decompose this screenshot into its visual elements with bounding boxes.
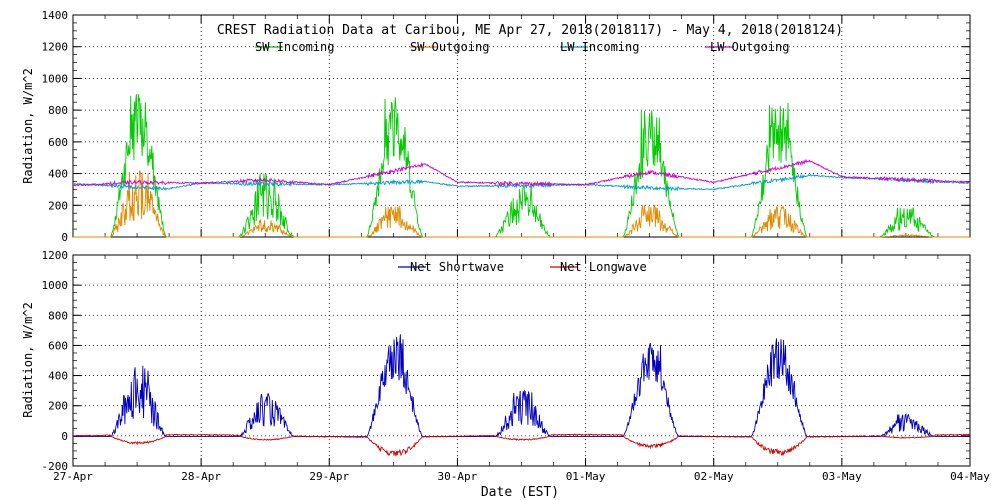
legend-label: Net Longwave	[560, 260, 647, 274]
y-tick-label: -200	[42, 460, 69, 473]
x-tick-label: 28-Apr	[181, 470, 221, 483]
y-tick-label: 0	[61, 430, 68, 443]
bottom-y-ticks: -200 0 200 400 600 800 1000 1200	[42, 249, 69, 473]
bottom-series	[72, 334, 971, 457]
y-tick-label: 200	[48, 199, 68, 212]
top-series	[72, 93, 971, 238]
y-tick-label: 200	[48, 400, 68, 413]
y-tick-label: 400	[48, 370, 68, 383]
x-tick-label: 03-May	[822, 470, 862, 483]
bottom-panel: Net Shortwave Net Longwave -200 0 200 400 600…	[21, 249, 990, 500]
y-tick-label: 800	[48, 309, 68, 322]
series-line-1	[72, 433, 971, 457]
x-tick-label: 01-May	[566, 470, 606, 483]
legend-label: Net Shortwave	[410, 260, 504, 274]
x-tick-label: 02-May	[694, 470, 734, 483]
x-tick-labels: 27-Apr 28-Apr 29-Apr 30-Apr 01-May 02-May 03-M…	[53, 470, 990, 483]
legend-label: LW Incoming	[560, 40, 639, 54]
top-panel: CREST Radiation Data at Caribou, ME Apr …	[21, 9, 971, 244]
series-line-2	[72, 173, 971, 192]
series-line-3	[72, 158, 971, 187]
y-tick-label: 800	[48, 104, 68, 117]
x-tick-label: 29-Apr	[309, 470, 349, 483]
x-axis-label: Date (EST)	[481, 485, 559, 500]
series-line-1	[73, 170, 970, 238]
y-tick-label: 400	[48, 168, 68, 181]
chart-title: CREST Radiation Data at Caribou, ME Apr …	[217, 23, 843, 38]
bottom-legend: Net Shortwave Net Longwave	[398, 260, 647, 274]
y-tick-label: 0	[61, 231, 68, 244]
y-tick-label: 1000	[42, 279, 69, 292]
y-tick-label: 1200	[42, 41, 69, 54]
legend-label: SW Incoming	[255, 40, 334, 54]
x-tick-label: 04-May	[950, 470, 990, 483]
x-tick-label: 30-Apr	[438, 470, 478, 483]
y-tick-label: 1000	[42, 72, 69, 85]
y-tick-label: 600	[48, 136, 68, 149]
bottom-grid	[72, 254, 971, 467]
top-y-ticks: 0 200 400 600 800 1000 1200 1400	[42, 9, 69, 244]
y-tick-label: 1400	[42, 9, 69, 22]
top-y-axis-label: Radiation, W/m^2	[21, 68, 35, 184]
y-tick-label: 1200	[42, 249, 69, 262]
bottom-y-axis-label: Radiation, W/m^2	[21, 302, 35, 418]
x-tick-label: 27-Apr	[53, 470, 93, 483]
y-tick-label: 600	[48, 339, 68, 352]
